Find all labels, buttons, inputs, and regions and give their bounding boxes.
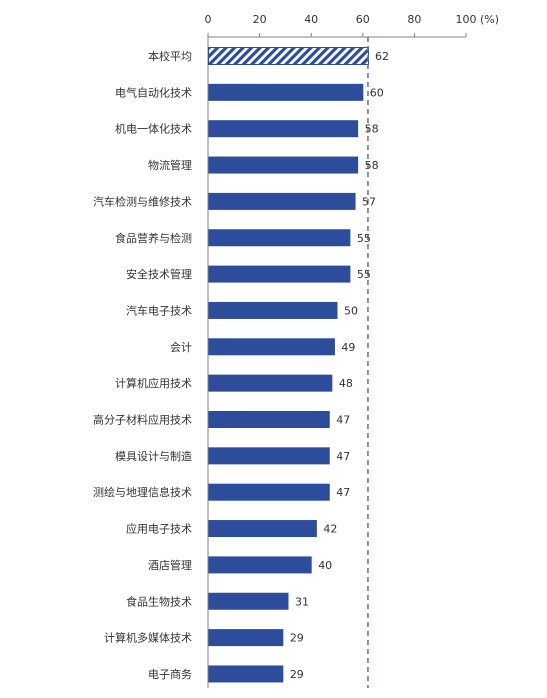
bar <box>208 120 359 138</box>
category-label: 应用电子技术 <box>126 522 192 536</box>
x-tick-label: 0 <box>205 13 212 26</box>
bar <box>208 83 364 101</box>
category-label: 测绘与地理信息技术 <box>93 485 192 499</box>
bar <box>208 374 333 392</box>
category-label: 本校平均 <box>148 49 192 63</box>
bar <box>208 301 338 319</box>
bar-highlight <box>208 47 369 65</box>
x-tick-label: 80 <box>407 13 421 26</box>
category-label: 物流管理 <box>148 158 192 172</box>
category-label: 会计 <box>170 341 192 354</box>
bar <box>208 556 312 574</box>
value-label: 49 <box>341 341 355 354</box>
bar <box>208 592 289 610</box>
bar <box>208 411 330 428</box>
value-label: 50 <box>344 304 358 317</box>
bar <box>208 520 317 538</box>
category-label: 食品生物技术 <box>126 594 192 608</box>
value-label: 29 <box>290 668 304 681</box>
category-label: 安全技术管理 <box>126 267 192 281</box>
bar <box>208 229 351 247</box>
value-label: 58 <box>365 159 379 172</box>
x-axis: 0 20 40 60 80 100 (%) <box>205 13 499 688</box>
bar <box>208 192 356 210</box>
bars <box>208 47 369 683</box>
x-tick-label: 60 <box>356 13 370 26</box>
value-label: 42 <box>323 523 337 536</box>
bar <box>208 483 330 501</box>
x-tick-label: 100 <box>456 13 477 26</box>
value-label: 62 <box>375 50 389 63</box>
x-unit-label: (%) <box>480 13 499 26</box>
bar <box>208 156 359 174</box>
value-label: 31 <box>295 595 309 608</box>
category-label: 食品营养与检测 <box>115 231 192 245</box>
category-label: 机电一体化技术 <box>115 122 192 136</box>
category-label: 汽车电子技术 <box>126 303 192 317</box>
bar <box>208 265 351 283</box>
value-label: 60 <box>370 86 384 99</box>
value-label: 58 <box>365 123 379 136</box>
value-label: 47 <box>336 486 350 499</box>
category-label: 酒店管理 <box>148 558 192 572</box>
value-label: 57 <box>362 195 376 208</box>
value-label: 55 <box>357 268 371 281</box>
value-label: 40 <box>318 559 332 572</box>
value-label: 48 <box>339 377 353 390</box>
bar <box>208 338 335 356</box>
value-label: 47 <box>336 450 350 463</box>
bar <box>208 629 284 647</box>
category-label: 汽车检测与维修技术 <box>93 194 192 208</box>
value-label: 47 <box>336 414 350 427</box>
bar <box>208 665 284 683</box>
labels: 本校平均 62 电气自动化技术 60 机电一体化技术 58 物流管理 58 汽车检测与维修技术 5… <box>93 49 389 681</box>
category-label: 电子商务 <box>148 667 192 681</box>
category-label: 电气自动化技术 <box>115 85 192 99</box>
value-label: 29 <box>290 632 304 645</box>
x-tick-label: 20 <box>253 13 267 26</box>
x-tick-label: 40 <box>304 13 318 26</box>
category-label: 计算机多媒体技术 <box>104 631 192 645</box>
category-label: 模具设计与制造 <box>115 449 192 463</box>
category-label: 计算机应用技术 <box>115 376 192 390</box>
value-label: 55 <box>357 232 371 245</box>
bar <box>208 447 330 465</box>
category-label: 高分子材料应用技术 <box>93 413 192 427</box>
